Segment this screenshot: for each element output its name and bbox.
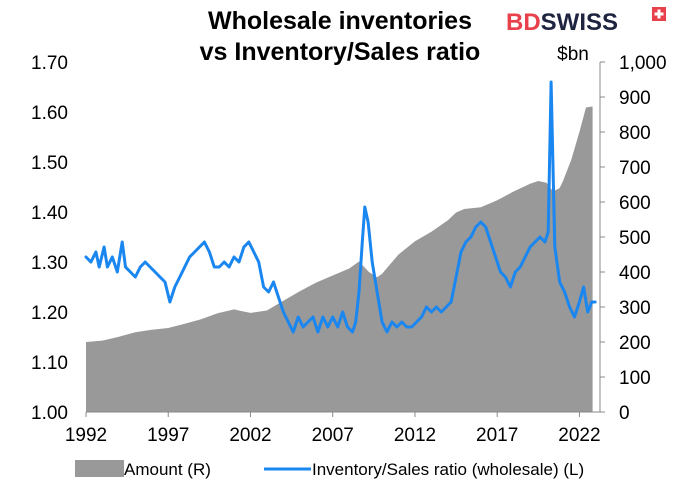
right-tick-label: 300	[619, 298, 651, 319]
x-axis-ticks: 1992 1997 2002 2007 2012 2017 2022	[65, 412, 601, 446]
x-tick-label: 2017	[476, 425, 518, 446]
x-tick-label: 2012	[394, 425, 436, 446]
swiss-cross-icon	[652, 7, 666, 21]
chart-title-line1: Wholesale inventories	[208, 7, 472, 35]
left-tick-label: 1.00	[31, 403, 68, 424]
right-tick-label: 200	[619, 333, 651, 354]
right-tick-label: 800	[619, 123, 651, 144]
legend-label-ratio: Inventory/Sales ratio (wholesale) (L)	[312, 460, 584, 479]
x-tick-label: 2007	[312, 425, 354, 446]
right-tick-label: 900	[619, 88, 651, 109]
right-tick-label: 400	[619, 263, 651, 284]
x-tick-label: 1997	[147, 425, 189, 446]
right-tick-label: 700	[619, 158, 651, 179]
left-tick-label: 1.50	[31, 153, 68, 174]
series-area-amount	[86, 106, 593, 413]
left-tick-label: 1.30	[31, 253, 68, 274]
x-tick-label: 2002	[229, 425, 271, 446]
legend: Amount (R) Inventory/Sales ratio (wholes…	[75, 460, 584, 479]
plot-area	[84, 80, 597, 413]
right-tick-label: 600	[619, 193, 651, 214]
brand-name-part1: BD	[506, 9, 541, 36]
right-tick-label: 500	[619, 228, 651, 249]
right-axis-unit: $bn	[557, 44, 589, 65]
left-tick-label: 1.70	[31, 53, 68, 74]
x-tick-label: 2022	[558, 425, 600, 446]
x-tick-label: 1992	[65, 425, 107, 446]
left-tick-label: 1.20	[31, 303, 68, 324]
chart-title-line2: vs Inventory/Sales ratio	[200, 38, 481, 66]
brand-name-part2: SWISS	[541, 9, 618, 36]
right-tick-label: 0	[619, 403, 630, 424]
left-tick-label: 1.10	[31, 353, 68, 374]
left-axis-ticks: 1.00 1.10 1.20 1.30 1.40 1.50 1.60 1.70	[31, 53, 68, 424]
legend-label-amount: Amount (R)	[124, 460, 211, 479]
series-line-inventory-sales-ratio	[84, 80, 597, 334]
right-tick-label: 1,000	[619, 53, 667, 74]
left-tick-label: 1.40	[31, 203, 68, 224]
right-tick-label: 100	[619, 368, 651, 389]
brand-name: BDSWISS	[506, 9, 618, 36]
left-tick-label: 1.60	[31, 103, 68, 124]
legend-swatch-amount	[75, 460, 124, 477]
right-axis-ticks: 0 100 200 300 400 500 600 700 800 900 1,000	[600, 53, 667, 424]
brand-logo: BDSWISS	[506, 7, 666, 36]
